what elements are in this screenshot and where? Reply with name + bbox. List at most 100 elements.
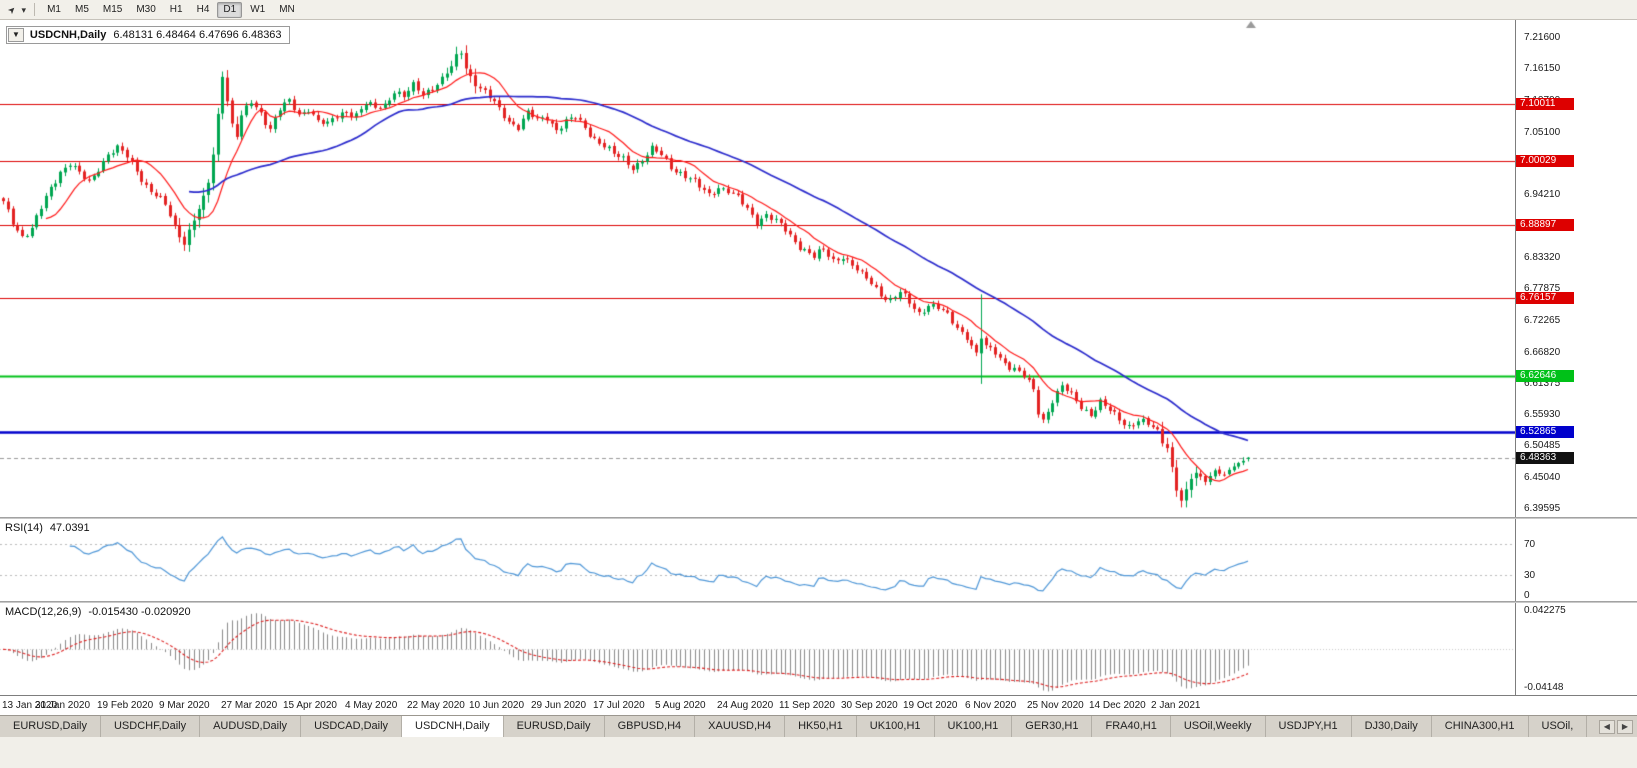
price-axis-label: 6.94210 <box>1524 189 1561 200</box>
date-label: 29 Jun 2020 <box>531 700 587 711</box>
date-label: 31 Jan 2020 <box>35 700 91 711</box>
chart-tab-china300-h1[interactable]: CHINA300,H1 <box>1431 716 1529 737</box>
macd-axis[interactable]: 0.042275 -0.04148 <box>1515 603 1637 695</box>
macd-panel: MACD(12,26,9) -0.015430 -0.020920 0.04227… <box>0 603 1637 695</box>
price-axis-label: 6.50485 <box>1524 440 1561 451</box>
price-axis-label: 6.45040 <box>1524 472 1561 483</box>
timeframe-button-mn[interactable]: MN <box>279 3 295 15</box>
rsi-panel: RSI(14) 47.0391 70 30 0 <box>0 519 1637 601</box>
date-label: 30 Sep 2020 <box>841 700 898 711</box>
chart-tab-xauusd-h4[interactable]: XAUUSD,H4 <box>695 716 786 737</box>
toolbar-dropdown-caret-icon[interactable]: ▾ <box>21 4 27 15</box>
price-axis-label: 7.05100 <box>1524 127 1561 138</box>
rsi-axis-label: 30 <box>1524 570 1536 581</box>
date-label: 5 Aug 2020 <box>655 700 706 711</box>
timeframe-button-h4[interactable]: H4 <box>196 3 210 15</box>
rsi-axis-label: 70 <box>1524 539 1536 550</box>
timeframe-button-m15[interactable]: M15 <box>102 3 123 15</box>
date-label: 10 Jun 2020 <box>469 700 525 711</box>
macd-name: MACD(12,26,9) <box>5 606 82 618</box>
price-chart-canvas[interactable] <box>0 20 1515 517</box>
price-axis-label: 6.66820 <box>1524 347 1561 358</box>
macd-label: MACD(12,26,9) -0.015430 -0.020920 <box>5 606 191 618</box>
chart-tab-usoil-weekly[interactable]: USOil,Weekly <box>1170 716 1266 737</box>
macd-chart-canvas[interactable] <box>0 603 1515 695</box>
timeframe-button-h1[interactable]: H1 <box>169 3 183 15</box>
timeframe-button-w1[interactable]: W1 <box>250 3 266 15</box>
date-label: 24 Aug 2020 <box>717 700 774 711</box>
price-axis-label: 6.77875 <box>1524 283 1561 294</box>
chart-tab-eurusd-daily[interactable]: EURUSD,Daily <box>0 716 101 737</box>
chart-tab-hk50-h1[interactable]: HK50,H1 <box>785 716 857 737</box>
date-label: 19 Feb 2020 <box>97 700 154 711</box>
macd-axis-label-top: 0.042275 <box>1524 605 1566 616</box>
hline-price-badge: 7.10011 <box>1516 98 1574 110</box>
panel-separator[interactable] <box>0 517 1637 519</box>
date-label: 13 Jan 2020 <box>2 700 58 711</box>
price-axis-label: 6.83320 <box>1524 252 1561 263</box>
hline-price-badge: 6.76157 <box>1516 292 1574 304</box>
rsi-axis[interactable]: 70 30 0 <box>1515 519 1637 601</box>
price-axis-label: 6.55930 <box>1524 409 1561 420</box>
date-label: 17 Jul 2020 <box>593 700 645 711</box>
current-price-badge: 6.48363 <box>1516 452 1574 464</box>
price-axis-label: 6.61375 <box>1524 378 1561 389</box>
cursor-tool-icon[interactable]: ➤ <box>5 1 19 19</box>
price-axis[interactable]: 7.216007.161507.107007.051006.996506.942… <box>1515 20 1637 517</box>
hline-price-badge: 7.00029 <box>1516 155 1574 167</box>
date-label: 9 Mar 2020 <box>159 700 210 711</box>
date-label: 4 May 2020 <box>345 700 398 711</box>
chart-tab-usoil-[interactable]: USOil, <box>1528 716 1588 737</box>
rsi-plot: RSI(14) 47.0391 <box>0 519 1515 601</box>
chart-tab-eurusd-daily[interactable]: EURUSD,Daily <box>503 716 605 737</box>
chart-tab-usdcnh-daily[interactable]: USDCNH,Daily <box>402 716 504 737</box>
macd-plot: MACD(12,26,9) -0.015430 -0.020920 <box>0 603 1515 695</box>
chart-tab-uk100-h1[interactable]: UK100,H1 <box>856 716 935 737</box>
price-plot: ▼ USDCNH,Daily 6.48131 6.48464 6.47696 6… <box>0 20 1515 517</box>
panel-separator[interactable] <box>0 601 1637 603</box>
chart-tab-fra40-h1[interactable]: FRA40,H1 <box>1092 716 1171 737</box>
price-axis-label: 6.72265 <box>1524 315 1561 326</box>
date-label: 11 Sep 2020 <box>779 700 835 711</box>
chart-tab-dj30-daily[interactable]: DJ30,Daily <box>1351 716 1432 737</box>
price-axis-label: 7.21600 <box>1524 32 1561 43</box>
tab-scroll-right-icon[interactable]: ▶ <box>1616 719 1633 734</box>
date-label: 2 Jan 2021 <box>1151 700 1201 711</box>
macd-axis-label-bottom: -0.04148 <box>1524 682 1564 693</box>
chart-tab-usdcad-daily[interactable]: USDCAD,Daily <box>301 716 403 737</box>
toolbar-separator <box>34 3 36 16</box>
chart-ohlc-values: 6.48131 6.48464 6.47696 6.48363 <box>113 29 282 41</box>
hline-price-badge: 6.62646 <box>1516 370 1574 382</box>
date-label: 19 Oct 2020 <box>903 700 958 711</box>
chart-tabs-bar: EURUSD,Daily USDCHF,Daily AUDUSD,Daily USDC… <box>0 715 1637 737</box>
macd-value: -0.015430 -0.020920 <box>88 606 191 618</box>
chart-tab-usdjpy-h1[interactable]: USDJPY,H1 <box>1265 716 1352 737</box>
chart-tab-uk100-h1[interactable]: UK100,H1 <box>934 716 1013 737</box>
chart-tab-usdchf-daily[interactable]: USDCHF,Daily <box>100 716 201 737</box>
date-label: 15 Apr 2020 <box>283 700 337 711</box>
hline-price-badge: 6.88897 <box>1516 219 1574 231</box>
timeframe-button-d1[interactable]: D1 <box>217 1 243 18</box>
chart-tab-audusd-daily[interactable]: AUDUSD,Daily <box>200 716 302 737</box>
timeframe-button-m1[interactable]: M1 <box>47 3 61 15</box>
rsi-chart-canvas[interactable] <box>0 519 1515 601</box>
tab-scroll-left-icon[interactable]: ◀ <box>1598 719 1615 734</box>
time-axis[interactable]: 13 Jan 2020 31 Jan 2020 19 Feb 2020 9 Mar 2… <box>0 695 1637 715</box>
tab-scroll-arrows: ◀ ▶ <box>1597 716 1637 737</box>
chart-dropdown-icon[interactable]: ▼ <box>8 28 24 42</box>
rsi-label: RSI(14) 47.0391 <box>5 522 90 534</box>
price-axis-label: 7.16150 <box>1524 63 1561 74</box>
date-label: 22 May 2020 <box>407 700 465 711</box>
timeframe-buttons-group: M1 M5 M15 M30 H1 H4 D1 W1 MN <box>40 1 302 18</box>
rsi-value: 47.0391 <box>49 522 90 534</box>
price-panel: ▼ USDCNH,Daily 6.48131 6.48464 6.47696 6… <box>0 20 1637 517</box>
timeframe-button-m30[interactable]: M30 <box>136 3 156 15</box>
timeframe-toolbar: ➤ ▾ M1 M5 M15 M30 H1 H4 D1 W1 MN <box>0 0 1637 20</box>
timeframe-button-m5[interactable]: M5 <box>74 3 89 15</box>
date-label: 27 Mar 2020 <box>221 700 278 711</box>
rsi-name: RSI(14) <box>5 522 43 534</box>
chart-tab-gbpusd-h4[interactable]: GBPUSD,H4 <box>604 716 696 737</box>
price-axis-label: 6.39595 <box>1524 503 1561 514</box>
chart-tab-ger30-h1[interactable]: GER30,H1 <box>1012 716 1093 737</box>
